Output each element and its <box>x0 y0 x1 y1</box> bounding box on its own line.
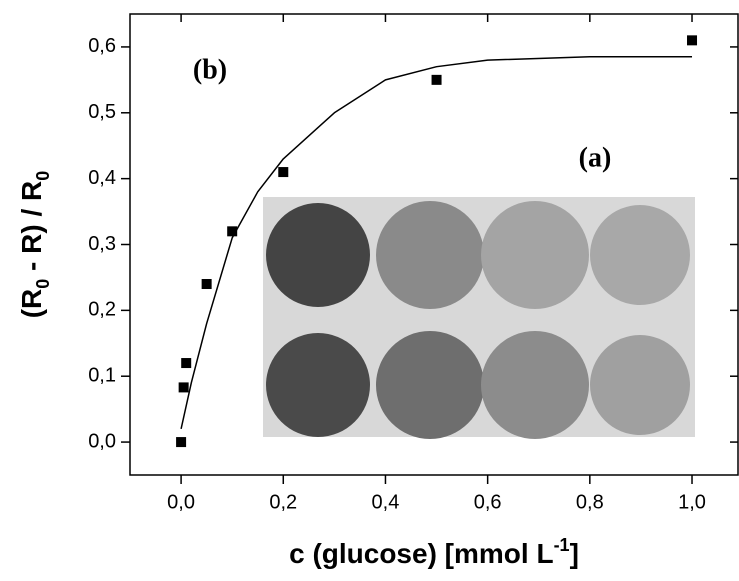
x-tick-label: 0,4 <box>372 491 400 513</box>
data-point <box>278 167 289 178</box>
x-tick-label: 0,2 <box>269 491 297 513</box>
axis-label-part: 0 <box>33 279 53 289</box>
axis-label: (R0 - R) / R0 <box>16 171 52 319</box>
axis-label-part: -1 <box>554 535 570 555</box>
y-tick-label: 0,5 <box>88 101 116 123</box>
axis-label: c (glucose) [mmol L-1] <box>289 535 579 570</box>
y-tick-label: 0,0 <box>88 430 116 452</box>
y-tick-label: 0,1 <box>88 364 116 386</box>
x-tick-label: 0,0 <box>167 491 195 513</box>
axis-label-part: - R) / R <box>16 181 47 279</box>
axis-label-part: (R <box>16 289 47 319</box>
axis-label-part: c (glucose) [mmol L <box>289 538 553 569</box>
x-tick-label: 1,0 <box>678 491 706 513</box>
data-point <box>431 74 442 85</box>
y-tick-label: 0,6 <box>88 35 116 57</box>
data-point <box>178 382 189 393</box>
annotation: (a) <box>579 142 612 173</box>
x-tick-label: 0,8 <box>576 491 604 513</box>
data-point <box>687 35 698 46</box>
annotation: (b) <box>193 54 227 85</box>
data-point <box>176 437 187 448</box>
axis-label-part: ] <box>570 538 579 569</box>
data-point <box>227 226 238 237</box>
y-tick-label: 0,2 <box>88 299 116 321</box>
data-point <box>201 279 212 290</box>
fit-curve <box>180 56 693 430</box>
data-point <box>181 358 192 369</box>
y-tick-label: 0,3 <box>88 233 116 255</box>
inset-image <box>263 197 695 439</box>
axis-label-part: 0 <box>33 171 53 181</box>
x-tick-label: 0,6 <box>474 491 502 513</box>
y-tick-label: 0,4 <box>88 167 116 189</box>
